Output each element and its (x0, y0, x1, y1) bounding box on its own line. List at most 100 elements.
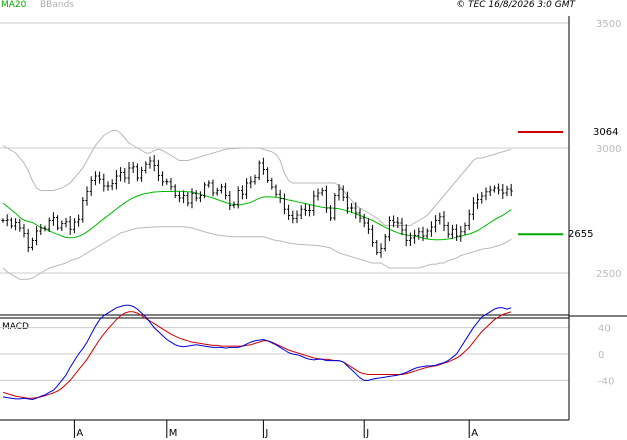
price-bar (203, 182, 207, 199)
price-bar (270, 177, 274, 190)
price-bar (156, 159, 160, 182)
price-bar (312, 190, 316, 216)
price-bar (354, 202, 358, 219)
price-bar (14, 218, 18, 231)
price-bar (404, 224, 408, 247)
price-bar (182, 190, 186, 204)
macd-title: MACD (2, 322, 29, 332)
price-bar (387, 216, 391, 241)
macd-tick-label: 40 (598, 324, 611, 335)
x-tick-label: J (365, 428, 369, 439)
price-bar (131, 161, 135, 173)
price-bar (320, 187, 324, 196)
price-bar (471, 197, 475, 221)
price-bar (291, 210, 295, 224)
price-bar (165, 178, 169, 185)
price-bar (446, 221, 450, 238)
price-bar (72, 218, 76, 234)
x-tick-label: A (471, 428, 478, 439)
price-bar (497, 183, 501, 195)
price-tick-label: 3000 (596, 144, 621, 155)
x-tick-label: J (264, 428, 268, 439)
price-bar (337, 184, 341, 201)
price-bar (43, 225, 47, 232)
price-bar (421, 226, 425, 242)
legend-bbands: BBands (40, 0, 74, 10)
price-bar (224, 182, 228, 200)
price-bar (144, 161, 148, 174)
price-bar (392, 215, 396, 228)
price-bar (484, 187, 488, 201)
price-bar (127, 162, 131, 184)
price-bar (455, 224, 459, 241)
price-bar (236, 186, 240, 209)
price-bar (190, 188, 194, 209)
price-bar (501, 184, 505, 199)
price-bar (123, 168, 127, 183)
price-bar (26, 228, 30, 253)
price-bar (400, 217, 404, 236)
price-bar (51, 212, 55, 226)
price-tick-label: 2500 (596, 269, 621, 280)
price-bar (308, 204, 312, 217)
price-bar (287, 204, 291, 221)
macd-line (2, 304, 512, 401)
price-bar (396, 217, 400, 229)
signal-line (2, 311, 512, 399)
price-bar (266, 167, 270, 183)
support-label: 2655 (568, 229, 594, 240)
price-bar (194, 190, 198, 202)
price-bar (207, 180, 211, 188)
price-bar (93, 171, 97, 186)
price-bar (299, 205, 303, 220)
price-bar (68, 216, 72, 235)
price-bar (232, 201, 236, 209)
x-tick-label: A (76, 428, 83, 439)
price-bar (215, 187, 219, 196)
macd-tick-label: -40 (598, 376, 614, 387)
price-bar (253, 174, 257, 185)
price-bar (64, 217, 68, 228)
price-bar (324, 185, 328, 213)
price-bar (89, 176, 93, 196)
price-bar (408, 232, 412, 246)
price-bar (476, 193, 480, 209)
price-bar (341, 185, 345, 202)
price-bar (450, 224, 454, 239)
price-bar (459, 225, 463, 242)
price-bar (30, 237, 34, 251)
price-bar (316, 188, 320, 201)
price-bar (219, 183, 223, 194)
price-bar (169, 177, 173, 191)
price-bar (119, 167, 123, 182)
price-tick-label: 3500 (596, 19, 621, 30)
price-bar (333, 193, 337, 221)
price-bar (425, 228, 429, 239)
price-bar (438, 212, 442, 225)
price-bar (177, 191, 181, 203)
price-bar (434, 215, 438, 233)
price-bar (198, 191, 202, 203)
price-bar (480, 191, 484, 204)
price-bar (417, 227, 421, 240)
macd-tick-label: 0 (598, 350, 604, 361)
price-bar (492, 185, 496, 193)
price-bar (442, 211, 446, 232)
price-bar (161, 171, 165, 186)
price-bar (350, 203, 354, 213)
price-bar (114, 170, 118, 190)
copyright-label: © TEC 16/8/2026 3:0 GMT (456, 0, 575, 10)
price-bar (81, 197, 85, 223)
price-bar (135, 163, 139, 182)
price-bar (358, 208, 362, 223)
price-bar (152, 155, 156, 172)
price-bar (509, 183, 513, 197)
price-bar (379, 243, 383, 258)
price-bar (240, 185, 244, 200)
x-tick-label: M (169, 428, 178, 439)
price-bar (261, 157, 265, 175)
price-bar (488, 185, 492, 196)
price-bar (413, 229, 417, 244)
price-bar (303, 203, 307, 216)
